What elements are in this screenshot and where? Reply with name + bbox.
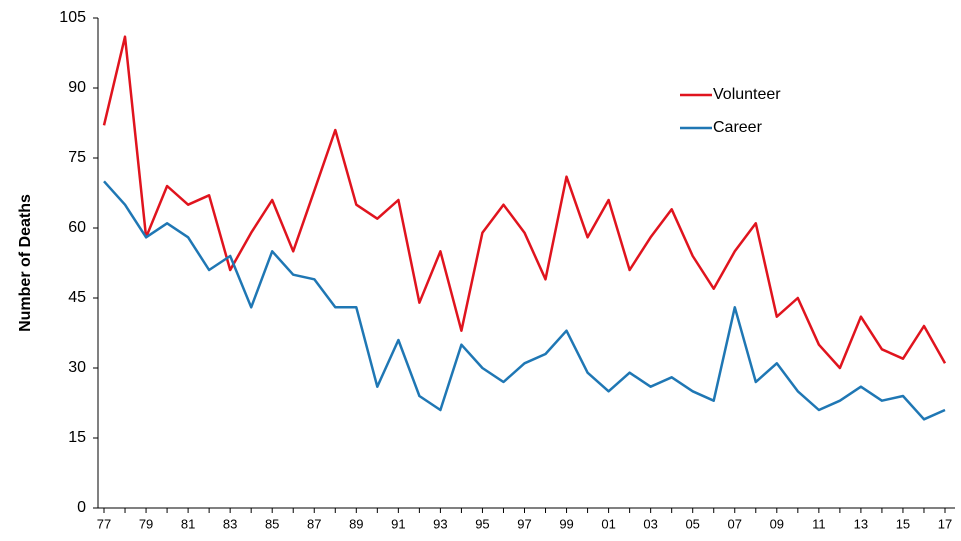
x-tick-label: 99 — [559, 516, 573, 531]
legend-label: Career — [713, 119, 763, 136]
x-tick-label: 05 — [685, 516, 699, 531]
x-tick-label: 91 — [391, 516, 405, 531]
y-tick-label: 90 — [68, 79, 86, 96]
y-tick-label: 60 — [68, 219, 86, 236]
x-tick-label: 85 — [265, 516, 279, 531]
x-tick-label: 87 — [307, 516, 321, 531]
x-tick-label: 01 — [601, 516, 615, 531]
y-tick-label: 75 — [68, 149, 86, 166]
x-tick-label: 17 — [938, 516, 952, 531]
x-tick-label: 03 — [643, 516, 657, 531]
legend-label: Volunteer — [713, 86, 781, 103]
line — [103, 180, 946, 421]
y-tick-label: 15 — [68, 429, 86, 446]
x-tick-label: 81 — [181, 516, 195, 531]
x-tick-label: 09 — [770, 516, 784, 531]
x-tick-label: 89 — [349, 516, 363, 531]
x-tick-label: 07 — [728, 516, 742, 531]
x-tick-label: 83 — [223, 516, 237, 531]
x-tick-label: 79 — [139, 516, 153, 531]
x-tick-label: 93 — [433, 516, 447, 531]
y-axis-label: Number of Deaths — [17, 194, 34, 332]
x-tick-label: 13 — [854, 516, 868, 531]
y-tick-label: 45 — [68, 289, 86, 306]
x-tick-label: 11 — [812, 516, 826, 531]
y-tick-label: 30 — [68, 359, 86, 376]
y-tick-label: 0 — [77, 499, 86, 516]
x-tick-label: 77 — [97, 516, 111, 531]
y-tick-label: 105 — [59, 9, 86, 26]
x-tick-label: 97 — [517, 516, 531, 531]
x-tick-label: 95 — [475, 516, 489, 531]
x-tick-label: 15 — [896, 516, 910, 531]
line — [102, 35, 947, 370]
